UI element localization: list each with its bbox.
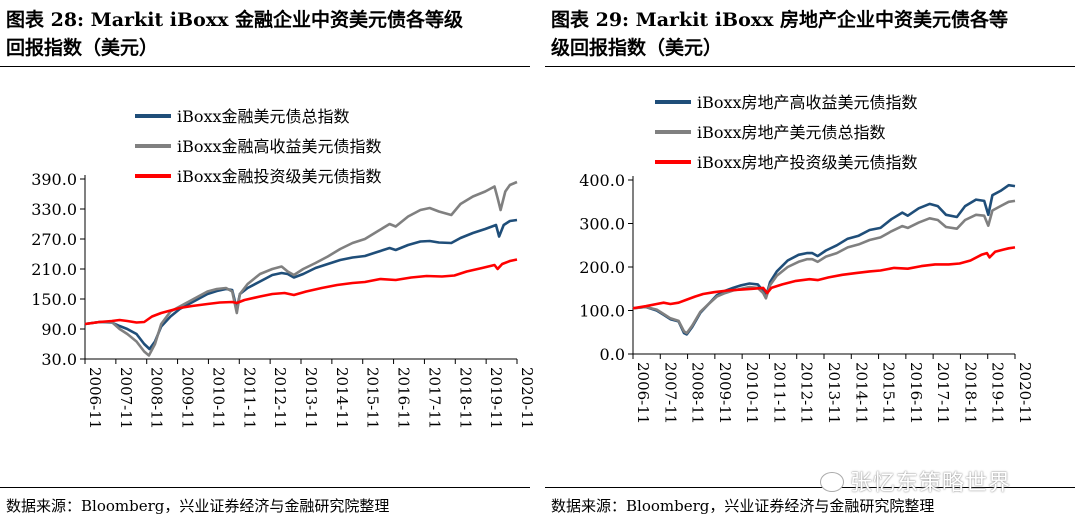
x-tick-label: 2007-11 [661,362,679,424]
title-rule [545,66,1075,67]
y-tick-label: 0.0 [600,345,625,364]
wechat-icon [820,472,844,492]
x-tick-label: 2006-11 [634,362,652,424]
watermark: 张忆东策略世界 [820,465,1011,497]
series-line [84,218,518,351]
x-tick-label: 2011-11 [770,362,788,424]
chart-title: 图表 29: Markit iBoxx 房地产企业中资美元债各等 级回报指数（美… [551,6,1076,62]
x-tick-label: 2019-11 [487,367,505,429]
x-tick-label: 2012-11 [798,362,816,424]
x-tick-label: 2008-11 [148,367,166,429]
source-note: 数据来源：Bloomberg，兴业证券经济与金融研究院整理 [6,497,390,515]
source-rule [0,487,530,488]
y-tick-label: 400.0 [579,171,625,190]
chart-title-line-1: 图表 29: Markit iBoxx 房地产企业中资美元债各等 [551,9,1009,31]
x-tick-label: 2008-11 [689,362,707,424]
legend-label: iBoxx房地产美元债总指数 [697,123,886,142]
series-line [632,183,1016,336]
chart-title-line-1: 图表 28: Markit iBoxx 金融企业中资美元债各等级 [6,9,464,31]
x-tick-label: 2014-11 [333,367,351,429]
line-chart-financial: 30.0 90.0 150.0 210.0 270.0 330.0 390.0 2006-11… [31,107,535,429]
x-tick-label: 2018-11 [456,367,474,429]
x-tick-label: 2013-11 [825,362,843,424]
line-chart-real-estate: 0.0 100.0 200.0 300.0 400.0 2006-11 2007-11 200… [579,93,1034,424]
y-tick-label: 330.0 [31,200,77,219]
x-tick-label: 2018-11 [961,362,979,424]
x-tick-label: 2006-11 [86,367,104,429]
y-tick-label: 390.0 [31,170,77,189]
x-tick-label: 2010-11 [743,362,761,424]
x-tick-label: 2009-11 [716,362,734,424]
x-tick-label: 2011-11 [240,367,258,429]
chart-title-line-2: 回报指数（美元） [6,37,159,59]
x-tick-label: 2019-11 [989,362,1007,424]
x-tick-label: 2012-11 [271,367,289,429]
y-tick-label: 270.0 [31,230,77,249]
x-tick-label: 2010-11 [209,367,227,429]
x-tick-label: 2009-11 [179,367,197,429]
legend-label: iBoxx房地产投资级美元债指数 [697,153,918,172]
x-tick-label: 2014-11 [852,362,870,424]
x-tick-label: 2017-11 [425,367,443,429]
y-tick-label: 300.0 [579,215,625,234]
x-tick-label: 2016-11 [395,367,413,429]
chart-title: 图表 28: Markit iBoxx 金融企业中资美元债各等级 回报指数（美元… [6,6,531,62]
y-tick-label: 200.0 [579,258,625,277]
chart-panel-28: 图表 28: Markit iBoxx 金融企业中资美元债各等级 回报指数（美元… [0,0,535,530]
series-line [84,180,518,357]
x-tick-label: 2013-11 [302,367,320,429]
y-tick-label: 150.0 [31,290,77,309]
legend-label: iBoxx金融美元债总指数 [177,107,350,126]
y-tick-label: 100.0 [579,302,625,321]
source-note: 数据来源：Bloomberg，兴业证券经济与金融研究院整理 [551,497,935,515]
x-tick-label: 2020-11 [1016,362,1034,424]
x-tick-label: 2016-11 [907,362,925,424]
x-tick-label: 2017-11 [934,362,952,424]
chart-title-line-2: 级回报指数（美元） [551,37,723,59]
legend-label: iBoxx金融高收益美元债指数 [177,137,382,156]
y-tick-label: 90.0 [41,320,77,339]
series-line [632,246,1016,310]
legend-label: iBoxx金融投资级美元债指数 [177,167,382,186]
x-tick-label: 2007-11 [117,367,135,429]
source-rule [545,487,1075,488]
series-line [84,258,518,326]
chart-panel-29: 图表 29: Markit iBoxx 房地产企业中资美元债各等 级回报指数（美… [545,0,1080,530]
y-tick-label: 210.0 [31,260,77,279]
y-tick-label: 30.0 [41,350,77,369]
x-tick-label: 2015-11 [364,367,382,429]
watermark-text: 张忆东策略世界 [850,471,1012,496]
x-tick-label: 2020-11 [518,367,535,429]
title-rule [0,66,530,67]
series-line [632,199,1016,335]
legend-label: iBoxx房地产高收益美元债指数 [697,93,918,112]
x-tick-label: 2015-11 [880,362,898,424]
